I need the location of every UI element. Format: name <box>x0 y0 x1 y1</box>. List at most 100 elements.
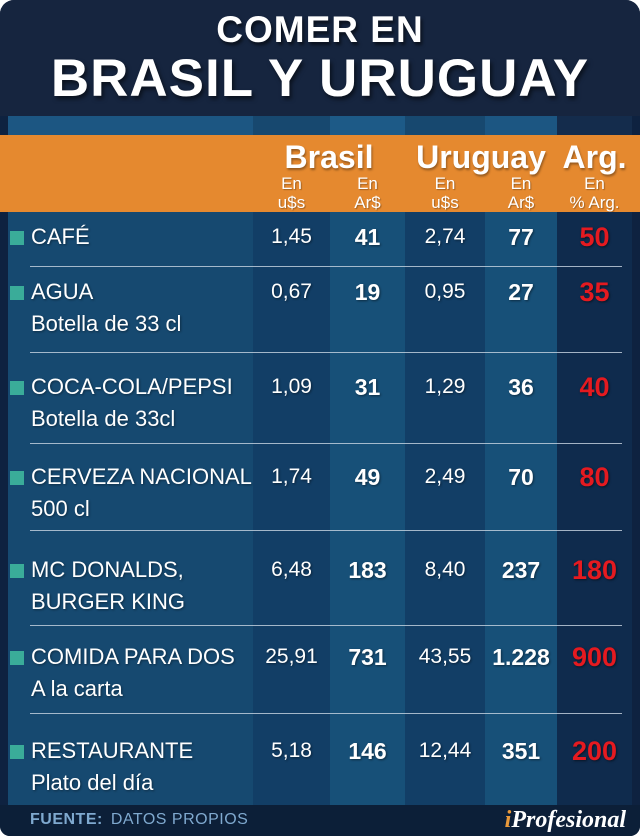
bullet-square-icon <box>10 471 24 485</box>
value-uruguay-usd: 12,44 <box>405 713 485 805</box>
value-uruguay-usd: 8,40 <box>405 530 485 625</box>
row-divider <box>30 625 622 626</box>
value-uruguay-ars: 27 <box>485 266 557 352</box>
subcol-line2: % Arg. <box>569 192 620 212</box>
stripe-segment <box>405 116 485 135</box>
title-line-2: BRASIL Y URUGUAY <box>50 49 590 108</box>
table-row: AGUA Botella de 33 cl 0,67 19 0,95 27 35 <box>0 266 640 352</box>
header-country-arg: Arg. <box>562 139 627 175</box>
table-row: CAFÉ 1,45 41 2,74 77 50 <box>0 212 640 266</box>
frame-left <box>0 352 8 443</box>
item-name: MC DONALDS, <box>31 557 184 582</box>
value-uruguay-usd: 1,29 <box>405 352 485 443</box>
stripe-segment <box>253 116 330 135</box>
value-brasil-usd: 6,48 <box>253 530 330 625</box>
value-brasil-usd: 1,74 <box>253 443 330 530</box>
row-divider <box>30 713 622 714</box>
subcol-line1: En <box>584 174 605 193</box>
header-spacer <box>8 175 253 212</box>
item-detail: Plato del día <box>31 770 154 795</box>
decorative-stripe <box>0 116 640 135</box>
value-arg-pct: 180 <box>557 530 632 625</box>
stripe-edge-left <box>0 116 8 135</box>
stripe-segment <box>8 116 253 135</box>
subcol-line2: u$s <box>277 192 306 212</box>
value-brasil-usd: 1,09 <box>253 352 330 443</box>
table-row: CERVEZA NACIONAL 500 cl 1,74 49 2,49 70 … <box>0 443 640 530</box>
subcolumn-label-row: En u$s En Ar$ En u$s En Ar$ En% Arg. <box>8 174 632 212</box>
value-arg-pct: 50 <box>557 212 632 266</box>
stripe-segment <box>330 116 405 135</box>
bullet-square-icon <box>10 564 24 578</box>
value-uruguay-usd: 2,49 <box>405 443 485 530</box>
value-brasil-ars: 41 <box>330 212 405 266</box>
value-brasil-usd: 25,91 <box>253 625 330 713</box>
frame-left <box>0 625 8 713</box>
item-name: CERVEZA NACIONAL <box>31 464 252 489</box>
bullet-square-icon <box>10 745 24 759</box>
value-uruguay-usd: 0,95 <box>405 266 485 352</box>
frame-left <box>0 212 8 266</box>
frame-left <box>0 443 8 530</box>
bullet-square-icon <box>10 231 24 245</box>
item-name: CAFÉ <box>31 224 90 249</box>
row-divider <box>30 352 622 353</box>
item-detail: A la carta <box>31 676 123 701</box>
bullet-square-icon <box>10 286 24 300</box>
row-label: MC DONALDS, BURGER KING <box>8 530 253 625</box>
stripe-segment <box>557 116 632 135</box>
stripe-edge-right <box>632 116 640 135</box>
row-label: AGUA Botella de 33 cl <box>8 266 253 352</box>
value-uruguay-ars: 77 <box>485 212 557 266</box>
logo-rest: Profesional <box>511 807 626 833</box>
row-label: CERVEZA NACIONAL 500 cl <box>8 443 253 530</box>
value-brasil-usd: 0,67 <box>253 266 330 352</box>
item-detail: Botella de 33cl <box>31 406 176 431</box>
header-subcol-brasil-usd: En u$s <box>253 174 330 212</box>
frame-right <box>632 212 640 266</box>
bullet-square-icon <box>10 381 24 395</box>
value-uruguay-usd: 2,74 <box>405 212 485 266</box>
table-body: CAFÉ 1,45 41 2,74 77 50 AGUA Botella de … <box>0 212 640 805</box>
title-line-1: COMER EN <box>216 9 424 50</box>
row-divider <box>30 443 622 444</box>
row-label: RESTAURANTE Plato del día <box>8 713 253 805</box>
stripe-segment <box>485 116 557 135</box>
subcol-line2: Ar$ <box>354 192 381 212</box>
header-subcol-brasil-ars: En Ar$ <box>330 174 405 212</box>
frame-right <box>632 530 640 625</box>
row-divider <box>30 266 622 267</box>
header-country-brasil: Brasil <box>284 139 374 175</box>
row-label: COMIDA PARA DOS A la carta <box>8 625 253 713</box>
value-arg-pct: 80 <box>557 443 632 530</box>
item-name: RESTAURANTE <box>31 738 194 763</box>
value-arg-pct: 35 <box>557 266 632 352</box>
bullet-square-icon <box>10 651 24 665</box>
header-spacer <box>0 139 253 176</box>
value-arg-pct: 200 <box>557 713 632 805</box>
table-row: COCA-COLA/PEPSI Botella de 33cl 1,09 31 … <box>0 352 640 443</box>
value-uruguay-ars: 36 <box>485 352 557 443</box>
table-row: COMIDA PARA DOS A la carta 25,91 731 43,… <box>0 625 640 713</box>
item-name: COMIDA PARA DOS <box>31 644 235 669</box>
frame-left <box>0 530 8 625</box>
subcol-line1: En <box>510 174 532 193</box>
subcol-line1: En <box>281 174 302 193</box>
title-block: COMER EN BRASIL Y URUGUAY <box>0 0 640 116</box>
frame-right <box>632 352 640 443</box>
value-brasil-ars: 731 <box>330 625 405 713</box>
iprofesional-logo: iProfesional <box>505 807 626 834</box>
row-divider <box>30 530 622 531</box>
subcol-line2: u$s <box>431 192 459 212</box>
frame-right <box>632 443 640 530</box>
value-uruguay-ars: 1.228 <box>485 625 557 713</box>
logo-i: i <box>504 807 512 833</box>
value-uruguay-ars: 237 <box>485 530 557 625</box>
source-value: DATOS PROPIOS <box>110 811 249 828</box>
header-subcol-uruguay-usd: En u$s <box>405 174 485 212</box>
row-label: COCA-COLA/PEPSI Botella de 33cl <box>8 352 253 443</box>
item-name: AGUA <box>31 279 94 304</box>
header-subcol-uruguay-ars: En Ar$ <box>485 174 557 212</box>
item-detail: BURGER KING <box>31 589 186 614</box>
